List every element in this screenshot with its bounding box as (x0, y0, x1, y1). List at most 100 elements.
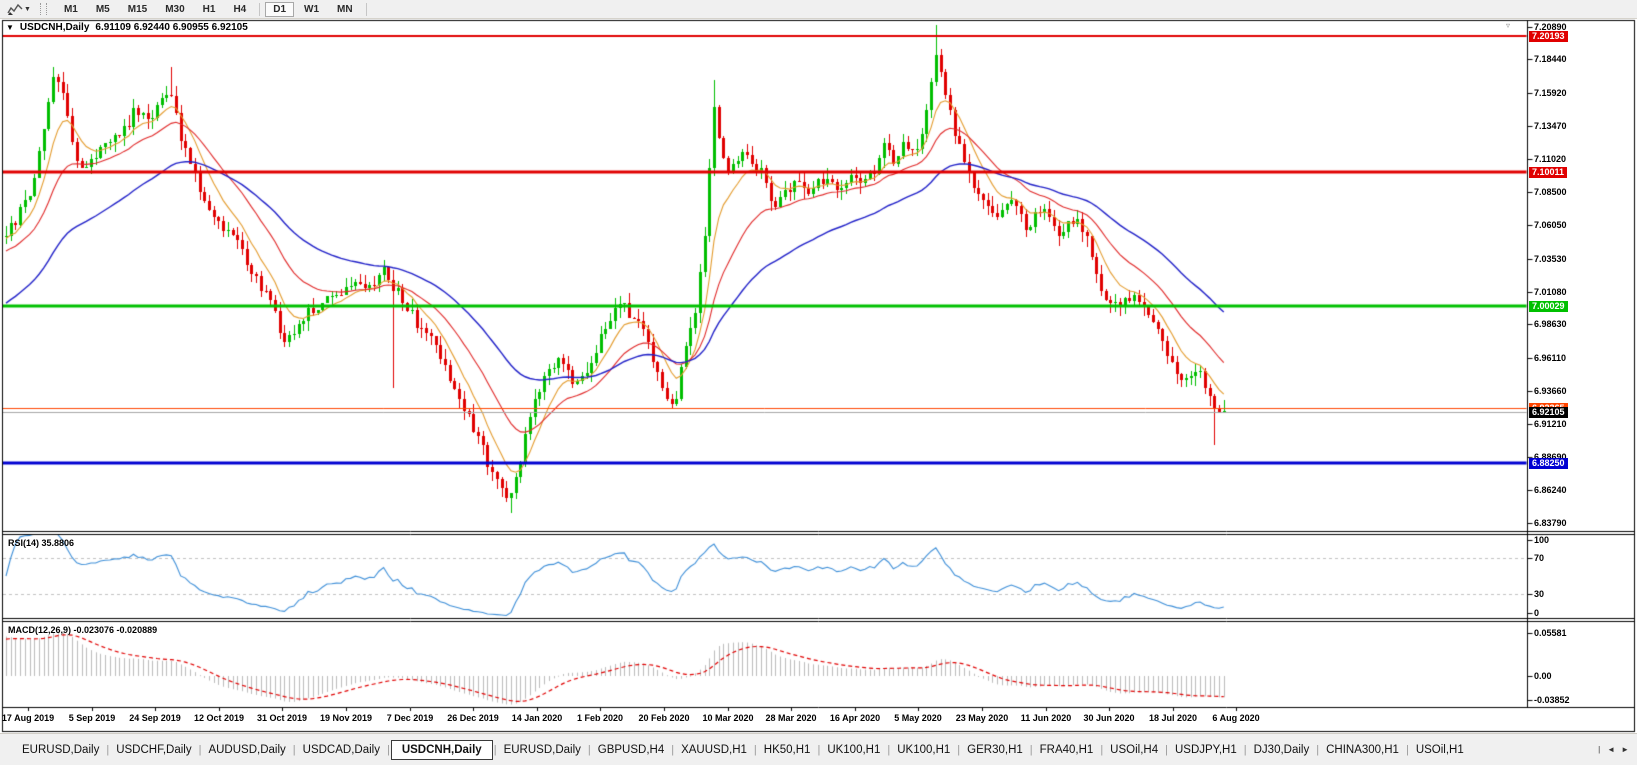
timeframe-button-h4[interactable]: H4 (233, 3, 247, 15)
toolbar-separator (259, 2, 261, 16)
price-tick-label: 7.15920 (1534, 88, 1567, 98)
date-axis-label: 1 Feb 2020 (576, 713, 624, 723)
chart-title: ▼ USDCNH,Daily 6.91109 6.92440 6.90955 6… (6, 22, 248, 33)
date-axis-label: 30 Jun 2020 (1083, 713, 1135, 723)
date-axis-label: 7 Dec 2019 (386, 713, 434, 723)
timeframe-button-m1[interactable]: M1 (63, 3, 78, 15)
rsi-label: RSI(14) 35.8806 (8, 538, 75, 548)
tab-usoil-h4-13[interactable]: USOil,H4 (1110, 743, 1159, 756)
tab-separator: | (493, 743, 497, 756)
timeframe-button-w1[interactable]: W1 (304, 3, 320, 15)
timeframe-button-mn[interactable]: MN (337, 3, 353, 15)
price-tick-label: 6.83790 (1534, 518, 1567, 528)
tab-separator: | (1316, 743, 1320, 756)
tab-usdcad-daily-3[interactable]: USDCAD,Daily (302, 743, 380, 756)
tab-separator: | (1029, 743, 1033, 756)
chart-shift-marker-icon[interactable]: ▿ (1506, 21, 1511, 30)
price-tick-label: 7.08500 (1534, 187, 1567, 197)
tab-uk100-h1-9[interactable]: UK100,H1 (827, 743, 881, 756)
tab-china300-h1-16[interactable]: CHINA300,H1 (1326, 743, 1399, 756)
tab-audusd-daily-2[interactable]: AUDUSD,Daily (208, 743, 286, 756)
price-tick-label: 7.06050 (1534, 220, 1567, 230)
chart-line-icon (7, 3, 23, 15)
price-tick-label: 7.11020 (1534, 154, 1567, 164)
price-tick-label: 6.93660 (1534, 386, 1567, 396)
price-tick-label: 6.96110 (1534, 353, 1567, 363)
date-axis-label: 16 Apr 2020 (829, 713, 881, 723)
tab-separator: | (1405, 743, 1409, 756)
toolbar: ▼ M1 M5 M15 M30 H1 H4 D1 W1 MN (0, 0, 1637, 19)
tab-eurusd-daily-5[interactable]: EURUSD,Daily (503, 743, 581, 756)
timeframe-button-m15[interactable]: M15 (127, 3, 148, 15)
toolbar-separator (365, 2, 367, 16)
tab-bar: EURUSD,Daily | USDCHF,Daily | AUDUSD,Daily | U… (0, 733, 1637, 765)
date-axis-label: 28 Mar 2020 (765, 713, 817, 723)
macd-axis-label: 0.00 (1534, 671, 1552, 681)
toolbar-grip-handle[interactable] (39, 3, 47, 15)
price-tick-label: 7.13470 (1534, 121, 1567, 131)
tab-scroll-controls: | ◄ ► (1589, 745, 1637, 754)
tab-scroll-right-button[interactable]: ► (1621, 745, 1629, 754)
tab-separator: | (753, 743, 757, 756)
date-axis-label: 19 Nov 2019 (319, 713, 373, 723)
tab-separator: | (1598, 745, 1601, 754)
current-price-badge: 6.92105 (1529, 407, 1568, 418)
price-badge-7.10011: 7.10011 (1529, 167, 1568, 178)
date-axis-label: 12 Oct 2019 (193, 713, 245, 723)
macd-label: MACD(12,26,9) -0.023076 -0.020889 (8, 625, 158, 635)
date-axis-label: 23 May 2020 (955, 713, 1009, 723)
price-badge-7.20193: 7.20193 (1529, 31, 1568, 42)
price-tick-label: 7.18440 (1534, 54, 1567, 64)
price-tick-label: 7.01080 (1534, 287, 1567, 297)
tab-separator: | (671, 743, 675, 756)
tab-usoil-h1-17[interactable]: USOil,H1 (1415, 743, 1464, 756)
date-axis-label: 31 Oct 2019 (256, 713, 308, 723)
tab-usdjpy-h1-14[interactable]: USDJPY,H1 (1174, 743, 1237, 756)
date-axis-label: 11 Jun 2020 (1020, 713, 1072, 723)
price-tick-label: 7.20890 (1534, 22, 1567, 32)
date-axis-label: 5 May 2020 (894, 713, 942, 723)
date-axis-label: 20 Feb 2020 (638, 713, 690, 723)
rsi-axis-label: 70 (1534, 553, 1545, 563)
indicators-button[interactable]: ▼ (4, 3, 34, 16)
tab-separator: | (587, 743, 591, 756)
tab-uk100-h1-10[interactable]: UK100,H1 (897, 743, 951, 756)
tab-separator: | (386, 743, 390, 756)
macd-axis-label: -0.03852 (1534, 695, 1570, 705)
date-axis-label: 26 Dec 2019 (447, 713, 499, 723)
tab-scroll-left-button[interactable]: ◄ (1607, 745, 1616, 754)
tab-fra40-h1-12[interactable]: FRA40,H1 (1039, 743, 1094, 756)
chart-menu-arrow-icon[interactable]: ▼ (6, 23, 14, 32)
tab-dj30-daily-15[interactable]: DJ30,Daily (1253, 743, 1310, 756)
tab-usdcnh-daily-4[interactable]: USDCNH,Daily (390, 739, 493, 760)
chevron-down-icon[interactable]: ▼ (24, 5, 31, 13)
tab-separator: | (957, 743, 961, 756)
tab-separator: | (106, 743, 110, 756)
price-tick-label: 6.88690 (1534, 452, 1567, 462)
date-axis-label: 5 Sep 2019 (68, 713, 116, 723)
tab-ger30-h1-11[interactable]: GER30,H1 (967, 743, 1023, 756)
timeframe-button-m30[interactable]: M30 (165, 3, 185, 15)
tab-eurusd-daily-0[interactable]: EURUSD,Daily (22, 743, 100, 756)
tab-gbpusd-h4-6[interactable]: GBPUSD,H4 (597, 743, 665, 756)
chart-title-symbol: USDCNH,Daily (19, 22, 90, 33)
timeframe-button-group: M1 M5 M15 M30 H1 H4 D1 W1 MN (55, 1, 371, 17)
tab-hk50-h1-8[interactable]: HK50,H1 (763, 743, 811, 756)
price-tick-label: 7.03530 (1534, 254, 1567, 264)
date-axis-label: 18 Jul 2020 (1148, 713, 1198, 723)
tab-separator: | (198, 743, 202, 756)
chart-title-ohlc: 6.91109 6.92440 6.90955 6.92105 (95, 22, 248, 33)
date-axis-label: 14 Jan 2020 (511, 713, 563, 723)
tab-xauusd-h1-7[interactable]: XAUUSD,H1 (681, 743, 747, 756)
date-axis-label: 10 Mar 2020 (702, 713, 754, 723)
rsi-axis-label: 0 (1534, 608, 1540, 618)
tab-separator: | (887, 743, 891, 756)
timeframe-button-d1[interactable]: D1 (265, 1, 295, 17)
price-tick-label: 6.98630 (1534, 319, 1567, 329)
timeframe-button-m5[interactable]: M5 (95, 3, 110, 15)
price-tick-label: 6.86240 (1534, 485, 1567, 495)
date-axis-label: 17 Aug 2019 (1, 713, 55, 723)
timeframe-button-h1[interactable]: H1 (202, 3, 216, 15)
tab-usdchf-daily-1[interactable]: USDCHF,Daily (116, 743, 192, 756)
